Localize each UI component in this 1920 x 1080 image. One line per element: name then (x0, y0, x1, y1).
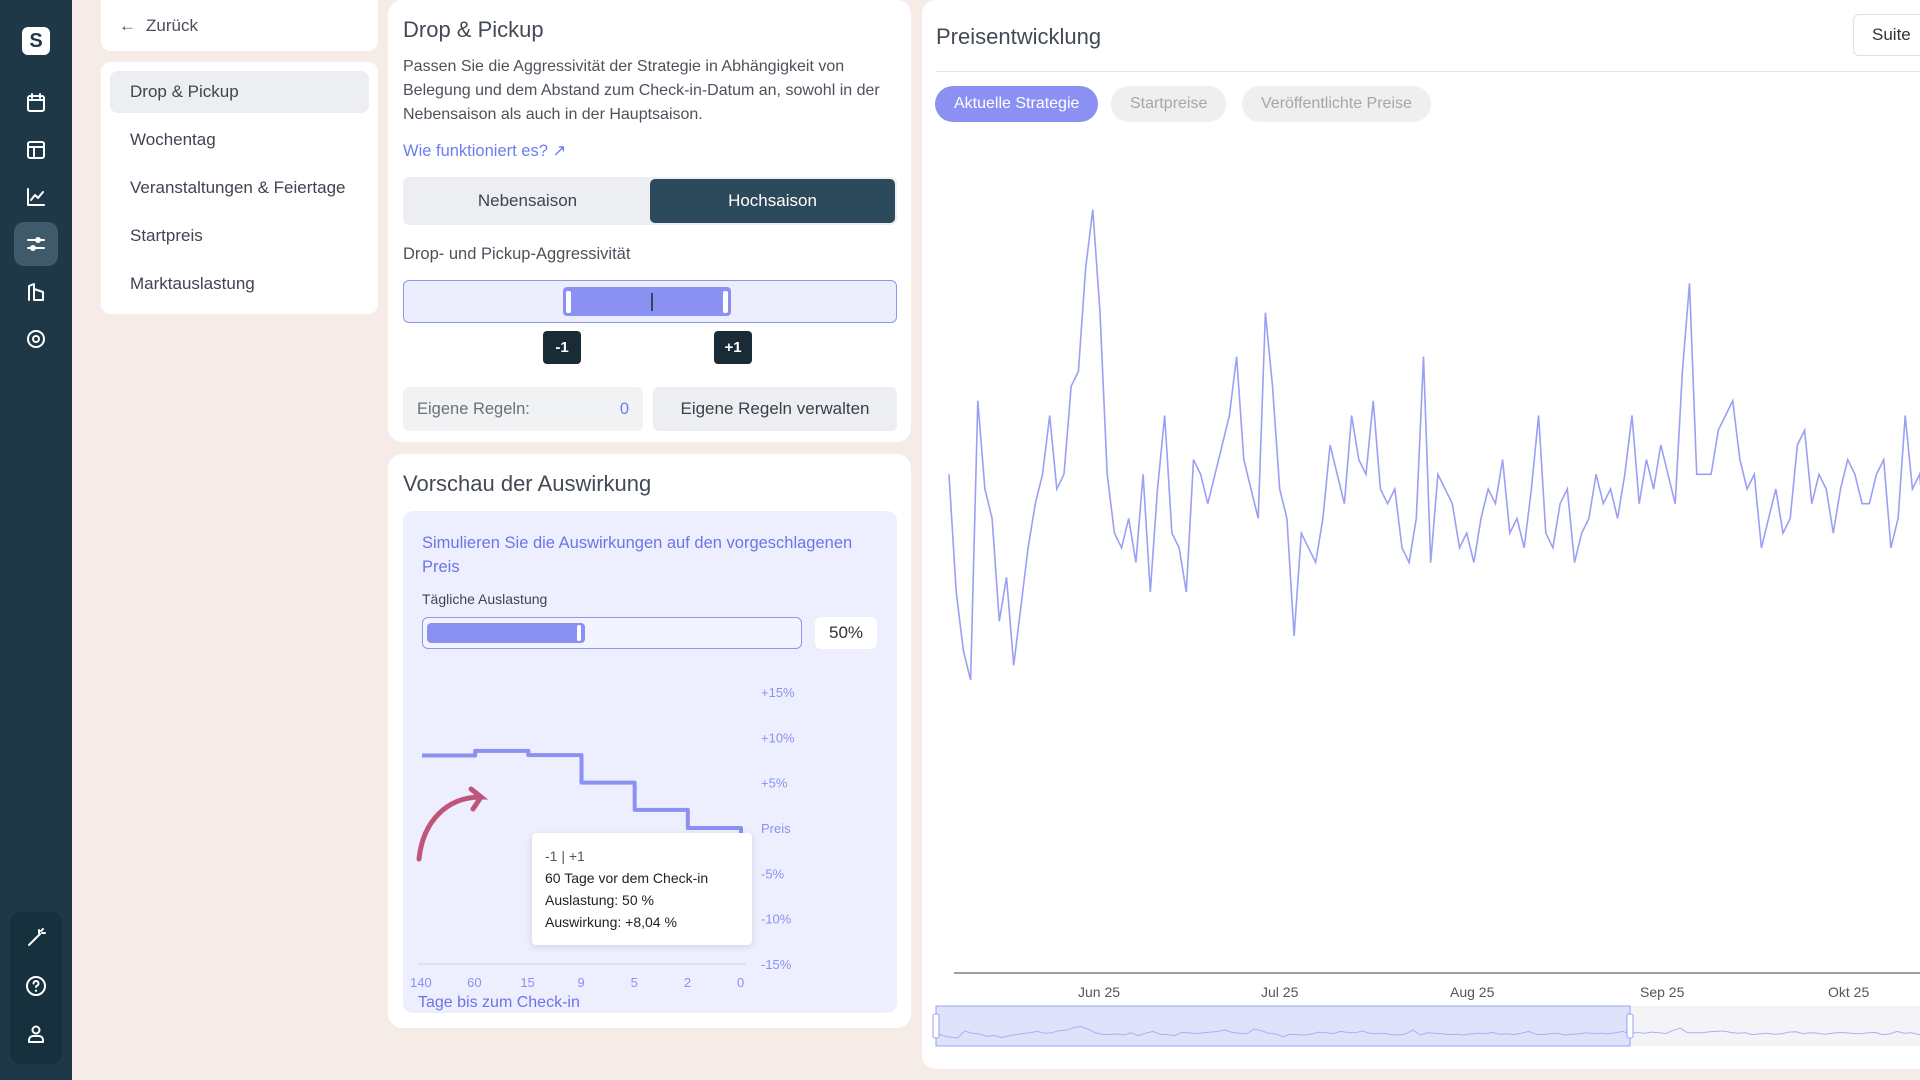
card-title: Drop & Pickup (403, 17, 544, 42)
y-tick-label: -15% (761, 957, 792, 972)
occupancy-handle[interactable] (577, 625, 582, 641)
drop-pickup-card: Drop & Pickup Passen Sie die Aggressivit… (388, 0, 911, 442)
navigator-handle-right (1626, 1013, 1634, 1039)
subnav-item-start-price[interactable]: Startpreis (130, 226, 203, 245)
slider-min-tag: -1 (543, 331, 581, 364)
tab-hochsaison[interactable]: Hochsaison (650, 179, 895, 223)
navigator-selection (935, 1005, 1631, 1047)
app-logo[interactable]: S (22, 27, 50, 55)
x-tick-label: 5 (631, 975, 638, 990)
impact-tooltip: -1 | +1 60 Tage vor dem Check-in Auslast… (532, 833, 752, 945)
impact-series-line (422, 748, 745, 867)
tooltip-line-4: Auswirkung: +8,04 % (545, 914, 677, 930)
back-button[interactable]: ← Zurück (101, 0, 378, 51)
own-rules-count-box: Eigene Regeln: 0 (403, 387, 643, 431)
tooltip-line-1: -1 | +1 (545, 848, 585, 864)
subnav-item-weekday[interactable]: Wochentag (130, 130, 216, 149)
manage-rules-button[interactable]: Eigene Regeln verwalten (653, 387, 897, 431)
price-title: Preisentwicklung (936, 24, 1102, 49)
tab-current-strategy[interactable]: Aktuelle Strategie (935, 86, 1099, 122)
back-label: Zurück (146, 15, 198, 35)
tab-nebensaison[interactable]: Nebensaison (477, 191, 578, 210)
simulation-title: Simulieren Sie die Auswirkungen auf den … (422, 534, 853, 576)
preview-title: Vorschau der Auswirkung (403, 471, 652, 496)
simulation-panel: Simulieren Sie die Auswirkungen auf den … (403, 511, 897, 1013)
own-rules-row: Eigene Regeln: 0 Eigene Regeln verwalten (403, 387, 897, 431)
tab-published-prices[interactable]: Veröffentlichte Preise (1242, 86, 1431, 122)
x-tick-label: 0 (737, 975, 744, 990)
x-tick-label: 9 (578, 975, 585, 990)
x-axis-title: Tage bis zum Check-in (418, 994, 580, 1011)
own-rules-label: Eigene Regeln: (417, 399, 530, 418)
subnav-item-market[interactable]: Marktauslastung (130, 274, 255, 293)
calendar-icon[interactable] (14, 81, 58, 125)
curved-arrow-icon (416, 786, 489, 862)
rail-bottom-group (10, 912, 62, 1064)
magic-wand-icon[interactable] (14, 916, 58, 960)
slider-handle-max[interactable] (723, 291, 728, 313)
layout-icon[interactable] (14, 128, 58, 172)
help-icon[interactable] (14, 964, 58, 1008)
help-link[interactable]: Wie funktioniert es? ↗ (403, 142, 567, 160)
price-series-line (948, 209, 1920, 681)
impact-preview-card: Vorschau der Auswirkung Simulieren Sie d… (388, 454, 911, 1028)
y-tick-label: -10% (761, 912, 792, 927)
own-rules-count: 0 (619, 399, 629, 418)
sliders-icon[interactable] (14, 222, 58, 266)
season-toggle: Nebensaison Hochsaison (403, 177, 897, 225)
subnav-item-events[interactable]: Veranstaltungen & Feiertage (130, 178, 346, 197)
strategy-subnav: Drop & Pickup Wochentag Veranstaltungen … (101, 62, 378, 314)
slider-center-mark (651, 293, 653, 311)
settings-icon[interactable] (14, 317, 58, 361)
x-tick-label: 2 (684, 975, 691, 990)
slider-range (563, 287, 731, 316)
x-tick-label: 15 (520, 975, 534, 990)
tooltip-line-3: Auslastung: 50 % (545, 892, 654, 908)
impact-chart: +15% +10% +5% Preis -5% -10% -15% 140 60 15 9 5 2 0 Ta… (410, 685, 795, 1011)
line-chart-icon[interactable] (14, 175, 58, 219)
room-type-select[interactable]: Suite (1853, 14, 1920, 56)
slider-max-tag: +1 (714, 331, 752, 364)
occupancy-slider[interactable] (422, 617, 802, 649)
y-tick-label: Preis (761, 821, 791, 836)
y-tick-label: -5% (761, 866, 785, 881)
card-description: Passen Sie die Aggressivität der Strateg… (403, 58, 880, 123)
x-tick-label: Aug 25 (1450, 984, 1495, 1000)
slider-handle-min[interactable] (566, 291, 571, 313)
aggressiveness-slider[interactable] (403, 280, 897, 323)
main-nav-rail: S (0, 0, 72, 1080)
navigator-series-line (935, 1025, 1920, 1039)
aggressiveness-label: Drop- und Pickup-Aggressivität (403, 245, 631, 263)
user-icon[interactable] (14, 1012, 58, 1056)
navigator-handle-left (932, 1013, 940, 1039)
arrow-left-icon: ← (119, 15, 136, 35)
x-tick-label: Jun 25 (1078, 984, 1120, 1000)
market-icon[interactable] (14, 270, 58, 314)
subnav-item-drop-pickup[interactable]: Drop & Pickup (110, 71, 369, 113)
price-chart: Jun 25 Jul 25 Aug 25 Sep 25 Okt 25 (932, 209, 1920, 1047)
tab-start-prices[interactable]: Startpreise (1111, 86, 1227, 122)
y-tick-label: +5% (761, 776, 788, 791)
y-tick-label: +10% (761, 730, 795, 745)
occupancy-fill (427, 623, 586, 643)
x-tick-label: 60 (467, 975, 481, 990)
occupancy-label: Tägliche Auslastung (422, 591, 548, 607)
x-tick-label: Okt 25 (1828, 984, 1869, 1000)
y-tick-label: +15% (761, 685, 795, 700)
header-divider (936, 71, 1920, 72)
tooltip-line-2: 60 Tage vor dem Check-in (545, 870, 709, 886)
x-tick-label: Sep 25 (1640, 984, 1685, 1000)
x-tick-label: Jul 25 (1261, 984, 1299, 1000)
x-tick-label: 140 (410, 975, 432, 990)
occupancy-value-input[interactable]: 50% (815, 617, 877, 649)
price-development-card: Preisentwicklung Suite Aktuelle Strategi… (922, 0, 1920, 1069)
